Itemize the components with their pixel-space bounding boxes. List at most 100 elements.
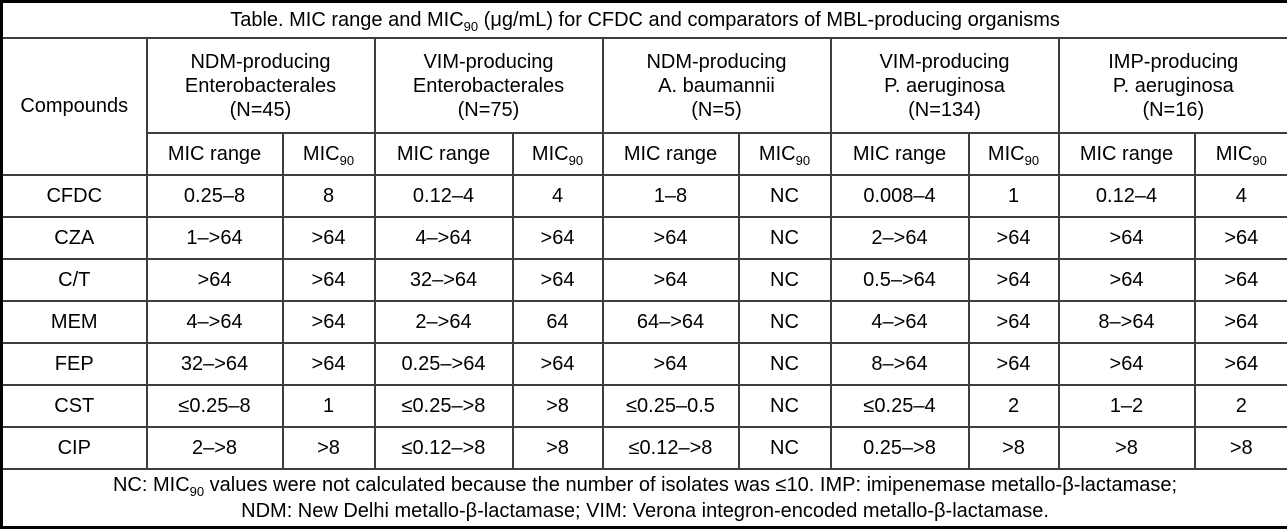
mic-range-header: MIC range xyxy=(145,132,284,176)
mic-value: >8 xyxy=(1057,426,1196,470)
mic-value: 2–>8 xyxy=(145,426,284,470)
table-row-cst: CST ≤0.25–8 1 ≤0.25–>8 >8 ≤0.25–0.5 NC ≤… xyxy=(0,384,1287,428)
footnote-subscript: 90 xyxy=(189,484,205,499)
footnote-line-2: NDM: New Delhi metallo-β-lactamase; VIM:… xyxy=(241,500,1049,522)
mic-value: >64 xyxy=(967,258,1060,302)
table-title-text-2: (μg/mL) for CFDC and comparators of MBL-… xyxy=(478,8,1060,31)
mic-value: 0.25–>8 xyxy=(829,426,970,470)
group-header-ndm-enterobacterales: NDM-producing Enterobacterales (N=45) xyxy=(145,37,376,134)
mic-value: 0.5–>64 xyxy=(829,258,970,302)
mic90-label: MIC xyxy=(987,142,1025,165)
mic90-label: MIC xyxy=(531,142,569,165)
mic-value: 8 xyxy=(281,174,376,218)
mic90-subscript: 90 xyxy=(1252,152,1267,168)
mic-value: >64 xyxy=(1057,216,1196,260)
mic-value: >64 xyxy=(967,342,1060,386)
group-header-vim-enterobacterales: VIM-producing Enterobacterales (N=75) xyxy=(373,37,604,134)
mic-value: 2 xyxy=(967,384,1060,428)
table-row-mem: MEM 4–>64 >64 2–>64 64 64–>64 NC 4–>64 >… xyxy=(0,300,1287,344)
compound-name: C/T xyxy=(0,258,148,302)
mic-value: >64 xyxy=(511,216,604,260)
compound-name: CZA xyxy=(0,216,148,260)
mic-value: 0.12–4 xyxy=(1057,174,1196,218)
mic-value: >64 xyxy=(511,258,604,302)
title-row: Table. MIC range and MIC90 (μg/mL) for C… xyxy=(0,0,1287,39)
mic-value: 4–>64 xyxy=(373,216,514,260)
mic-value: 4–>64 xyxy=(829,300,970,344)
mic-value: ≤0.12–>8 xyxy=(601,426,740,470)
mic-value: >64 xyxy=(1057,342,1196,386)
footnote-row: NC: MIC90 values were not calculated bec… xyxy=(0,468,1287,529)
footnote-text: NC: MIC xyxy=(112,474,190,496)
mic-value: >64 xyxy=(601,216,740,260)
mic-value: >8 xyxy=(281,426,376,470)
mic90-header: MIC90 xyxy=(967,132,1060,176)
mic-value: 64–>64 xyxy=(601,300,740,344)
mic-value: 2–>64 xyxy=(373,300,514,344)
mic-value: 4 xyxy=(1193,174,1287,218)
mic-value: >64 xyxy=(281,342,376,386)
mic-value: ≤0.12–>8 xyxy=(373,426,514,470)
mic-value: >64 xyxy=(281,216,376,260)
table-row-cza: CZA 1–>64 >64 4–>64 >64 >64 NC 2–>64 >64… xyxy=(0,216,1287,260)
mic-value: 32–>64 xyxy=(373,258,514,302)
compound-name: CST xyxy=(0,384,148,428)
mic-value: >8 xyxy=(967,426,1060,470)
compound-name: CFDC xyxy=(0,174,148,218)
mic-value-nc: NC xyxy=(737,342,832,386)
mic-value: 1–2 xyxy=(1057,384,1196,428)
mic90-header: MIC90 xyxy=(281,132,376,176)
mic-value: 32–>64 xyxy=(145,342,284,386)
mic-value: >8 xyxy=(511,426,604,470)
mic-value-nc: NC xyxy=(737,300,832,344)
mic-value: ≤0.25–4 xyxy=(829,384,970,428)
mic-value: ≤0.25–8 xyxy=(145,384,284,428)
mic-value: >64 xyxy=(281,258,376,302)
mic-value: >64 xyxy=(281,300,376,344)
mic-value: 1 xyxy=(281,384,376,428)
table-row-ct: C/T >64 >64 32–>64 >64 >64 NC 0.5–>64 >6… xyxy=(0,258,1287,302)
group-header-row: Compounds NDM-producing Enterobacterales… xyxy=(0,37,1287,176)
mic-value: 0.12–4 xyxy=(373,174,514,218)
table-title-subscript: 90 xyxy=(463,18,479,34)
mic-value: >64 xyxy=(1193,342,1287,386)
mic-value: >64 xyxy=(1057,258,1196,302)
mic-value: >64 xyxy=(967,300,1060,344)
mic-value: 8–>64 xyxy=(829,342,970,386)
mic-value: 4 xyxy=(511,174,604,218)
mic90-header: MIC90 xyxy=(737,132,832,176)
mic-value: 8–>64 xyxy=(1057,300,1196,344)
mic-value: 1–>64 xyxy=(145,216,284,260)
mic-value: ≤0.25–>8 xyxy=(373,384,514,428)
subheader-row: MIC range MIC90 MIC range MIC90 MIC rang… xyxy=(2,132,1287,176)
mic90-subscript: 90 xyxy=(339,152,355,168)
compound-name: FEP xyxy=(0,342,148,386)
mic-value: 64 xyxy=(511,300,604,344)
group-header-imp-p-aeruginosa: IMP-producing P. aeruginosa (N=16) xyxy=(1057,37,1287,134)
mic-value: >64 xyxy=(1193,300,1287,344)
mic90-subscript: 90 xyxy=(568,152,584,168)
mic90-label: MIC xyxy=(758,142,796,165)
table-footnote: NC: MIC90 values were not calculated bec… xyxy=(0,468,1287,529)
mic-value: >64 xyxy=(1193,216,1287,260)
mic-value: >64 xyxy=(967,216,1060,260)
mic-range-header: MIC range xyxy=(601,132,740,176)
group-header-vim-p-aeruginosa: VIM-producing P. aeruginosa (N=134) xyxy=(829,37,1060,134)
mic90-subscript: 90 xyxy=(795,152,811,168)
mic90-label: MIC xyxy=(302,142,340,165)
mic-value-nc: NC xyxy=(737,258,832,302)
mic-value: 4–>64 xyxy=(145,300,284,344)
mic90-header: MIC90 xyxy=(1193,132,1287,176)
mic-value: >64 xyxy=(511,342,604,386)
mic-value-nc: NC xyxy=(737,216,832,260)
compounds-column-header: Compounds xyxy=(0,37,148,176)
mic-range-header: MIC range xyxy=(829,132,970,176)
mic-value: >8 xyxy=(511,384,604,428)
mic-value: >64 xyxy=(1193,258,1287,302)
mic-value: 1–8 xyxy=(601,174,740,218)
mic-value: >64 xyxy=(145,258,284,302)
compound-name: MEM xyxy=(0,300,148,344)
mic-value: 2 xyxy=(1193,384,1287,428)
mic-value: 2–>64 xyxy=(829,216,970,260)
